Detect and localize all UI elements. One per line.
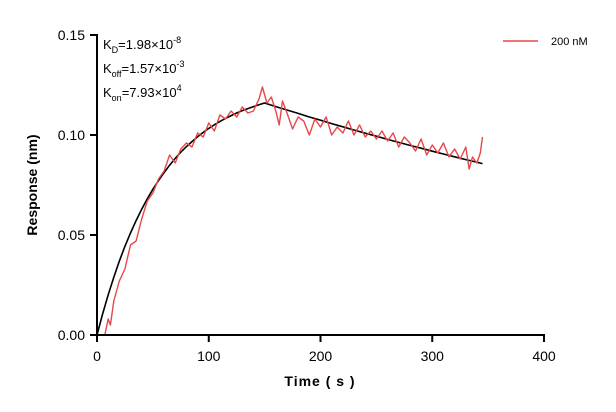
x-tick-label: 100 xyxy=(197,348,221,364)
y-tick-label: 0.15 xyxy=(58,27,85,43)
annotation-kon: Kon=7.93×104 xyxy=(103,83,182,103)
y-tick-label: 0.00 xyxy=(58,327,85,343)
y-tick-label: 0.10 xyxy=(58,127,85,143)
fit-curve-line xyxy=(96,102,483,336)
annotation-koff: Koff=1.57×10-3 xyxy=(103,59,184,79)
x-tick-label: 200 xyxy=(309,348,333,364)
y-axis-label: Response (nm) xyxy=(24,134,40,235)
x-axis-label: Time ( s ) xyxy=(284,373,355,389)
legend-label-200nm: 200 nM xyxy=(551,36,588,48)
x-tick-label: 400 xyxy=(532,348,556,364)
legend: 200 nM xyxy=(503,36,588,48)
y-tick-label: 0.05 xyxy=(58,227,85,243)
series-200nm-line xyxy=(104,86,484,336)
annotation-kd: KD=1.98×10-8 xyxy=(103,35,181,55)
x-tick-label: 300 xyxy=(421,348,445,364)
x-tick-label: 0 xyxy=(93,348,101,364)
